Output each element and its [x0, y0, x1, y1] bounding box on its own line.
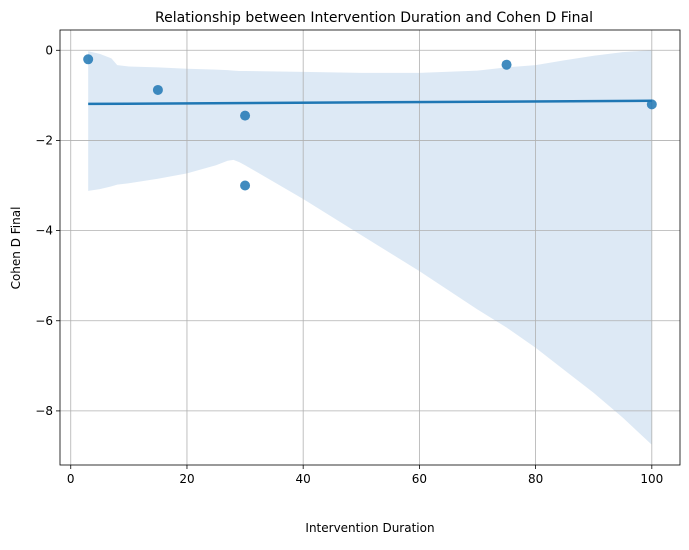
- x-tick-label: 0: [67, 472, 75, 486]
- chart-title: Relationship between Intervention Durati…: [155, 10, 593, 26]
- x-tick-label: 40: [296, 472, 311, 486]
- x-axis-label: Intervention Duration: [305, 521, 434, 535]
- y-tick-label: 0: [45, 43, 53, 57]
- data-point: [83, 54, 94, 65]
- y-tick-label: −4: [35, 224, 53, 238]
- y-axis-label: Cohen D Final: [9, 207, 23, 290]
- confidence-band: [88, 50, 652, 445]
- x-tick-label: 60: [412, 472, 427, 486]
- plot-area: 0 20 40 60 80 100 0 −2 −4 −6 −8: [35, 29, 681, 486]
- x-tick-label: 20: [179, 472, 194, 486]
- data-point: [240, 180, 251, 191]
- y-tick-label: −6: [35, 314, 53, 328]
- x-tick-label: 100: [640, 472, 663, 486]
- y-tick-label: −2: [35, 133, 53, 147]
- data-point: [240, 110, 251, 121]
- y-tick-label: −8: [35, 404, 53, 418]
- data-point: [501, 59, 512, 70]
- axes-frame: [59, 29, 681, 466]
- data-point: [646, 99, 657, 110]
- x-tick-label: 80: [528, 472, 543, 486]
- regression-line: [88, 99, 652, 106]
- data-point: [152, 84, 163, 95]
